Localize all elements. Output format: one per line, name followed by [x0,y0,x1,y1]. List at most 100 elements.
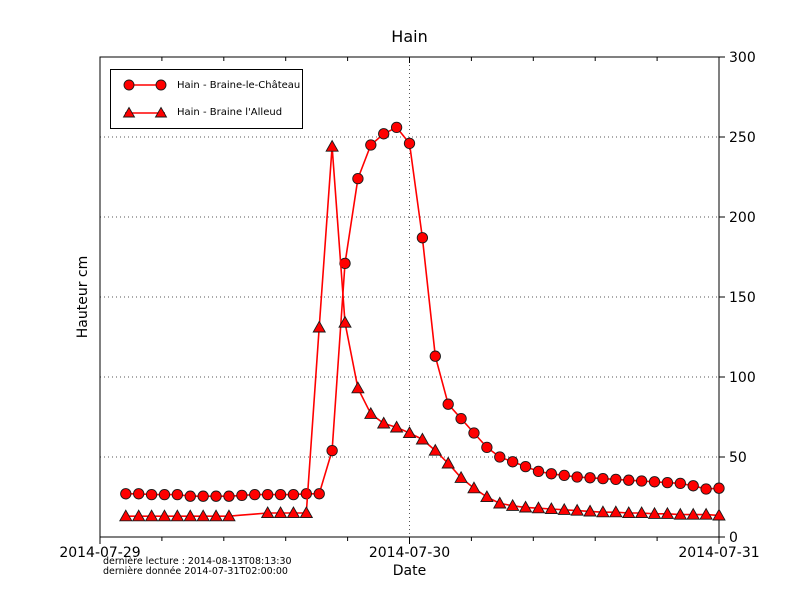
data-point-circle [648,476,661,488]
footnote-last-reading: dernière lecture : 2014-08-13T08:13:30 [103,556,292,567]
data-point-circle [674,477,686,490]
data-point-circle [158,488,171,501]
data-point-circle [274,488,287,501]
data-point-circle [713,482,725,494]
y-tick-label: 100 [729,370,756,386]
data-point-circle [558,469,570,482]
data-point-circle [429,350,441,362]
data-point-triangle [596,505,610,518]
legend-item-braine-l-alleud: Hain - Braine l'Alleud [111,101,302,125]
data-point-triangle [364,406,378,419]
data-point-circle [687,480,699,492]
data-point-circle [403,137,416,150]
data-point-triangle [570,503,584,516]
data-point-circle [610,473,622,486]
data-point-triangle [209,509,223,522]
data-point-triangle [222,509,236,522]
data-point-triangle [144,509,159,522]
data-point-triangle [518,500,533,513]
data-point-circle [120,488,132,500]
data-point-circle [416,232,429,244]
data-point-triangle [286,506,301,519]
data-point-circle [584,472,596,484]
chart-title: Hain [391,27,428,46]
data-point-circle [494,451,506,463]
data-point-triangle [325,139,339,152]
data-point-triangle [299,506,314,519]
data-point-circle [571,471,583,483]
data-point-circle [635,475,648,487]
data-point-triangle [119,509,133,522]
y-axis-label: Hauteur cm [75,255,91,339]
data-point-triangle [273,506,288,519]
data-point-triangle [260,506,275,519]
data-point-triangle [634,506,649,519]
data-point-circle [197,490,209,502]
data-point-circle [184,490,196,502]
data-point-circle [210,490,222,502]
data-point-triangle [544,502,559,515]
data-point-circle [507,456,519,468]
data-point-circle [249,488,261,501]
legend-label: Hain - Braine-le-Château [177,79,301,91]
x-tick-label: 2014-07-29 [59,545,140,561]
data-point-circle [378,128,390,140]
data-point-triangle [505,498,520,511]
data-point-circle [261,488,274,501]
data-point-circle [339,257,351,270]
data-point-triangle [170,509,185,522]
data-point-circle [287,488,300,501]
y-tick-label: 300 [729,50,756,66]
data-point-circle [326,444,338,457]
legend-item-braine-le-chateau: Hain - Braine-le-Château [111,73,302,97]
data-point-circle [481,441,493,454]
data-point-circle [145,488,158,501]
x-axis-label: Date [392,563,427,579]
y-tick-label: 250 [729,130,756,146]
y-tick-label: 0 [729,530,738,546]
data-point-circle [313,488,325,500]
data-point-triangle [428,443,443,456]
data-point-triangle [402,426,417,439]
data-point-triangle [621,506,636,519]
data-point-circle [133,488,145,500]
data-point-circle [532,465,545,478]
data-point-circle [700,483,712,495]
data-point-triangle [389,420,404,433]
data-point-circle [365,139,377,151]
data-point-triangle [157,509,172,522]
legend-circle-marker-icon [123,79,167,91]
data-point-circle [352,172,364,185]
y-tick-label: 50 [729,450,747,466]
data-point-triangle [673,507,688,520]
data-point-triangle [712,508,726,521]
data-point-triangle [312,320,327,333]
data-point-triangle [480,490,494,503]
legend-triangle-marker-icon [122,106,168,118]
data-point-triangle [609,505,623,518]
data-point-triangle [415,432,430,445]
data-point-triangle [131,509,146,522]
data-point-triangle [376,416,391,429]
series-line-1 [125,145,720,518]
data-point-circle [455,412,467,425]
data-point-circle [223,490,235,502]
data-point-circle [442,398,454,410]
footnote-last-data: dernière donnée 2014-07-31T02:00:00 [103,566,288,577]
data-point-circle [468,427,480,439]
data-point-circle [390,121,403,134]
data-point-triangle [647,506,662,519]
data-point-triangle [583,504,597,517]
data-point-triangle [531,501,546,514]
data-point-triangle [557,502,572,515]
data-point-triangle [183,509,198,522]
legend: Hain - Braine-le-Château Hain - Braine l… [110,69,303,129]
data-point-triangle [441,456,455,469]
data-point-triangle [467,481,481,494]
data-point-circle [661,476,674,489]
data-point-triangle [196,509,210,522]
data-point-triangle [351,381,365,394]
x-tick-label: 2014-07-30 [369,545,450,561]
